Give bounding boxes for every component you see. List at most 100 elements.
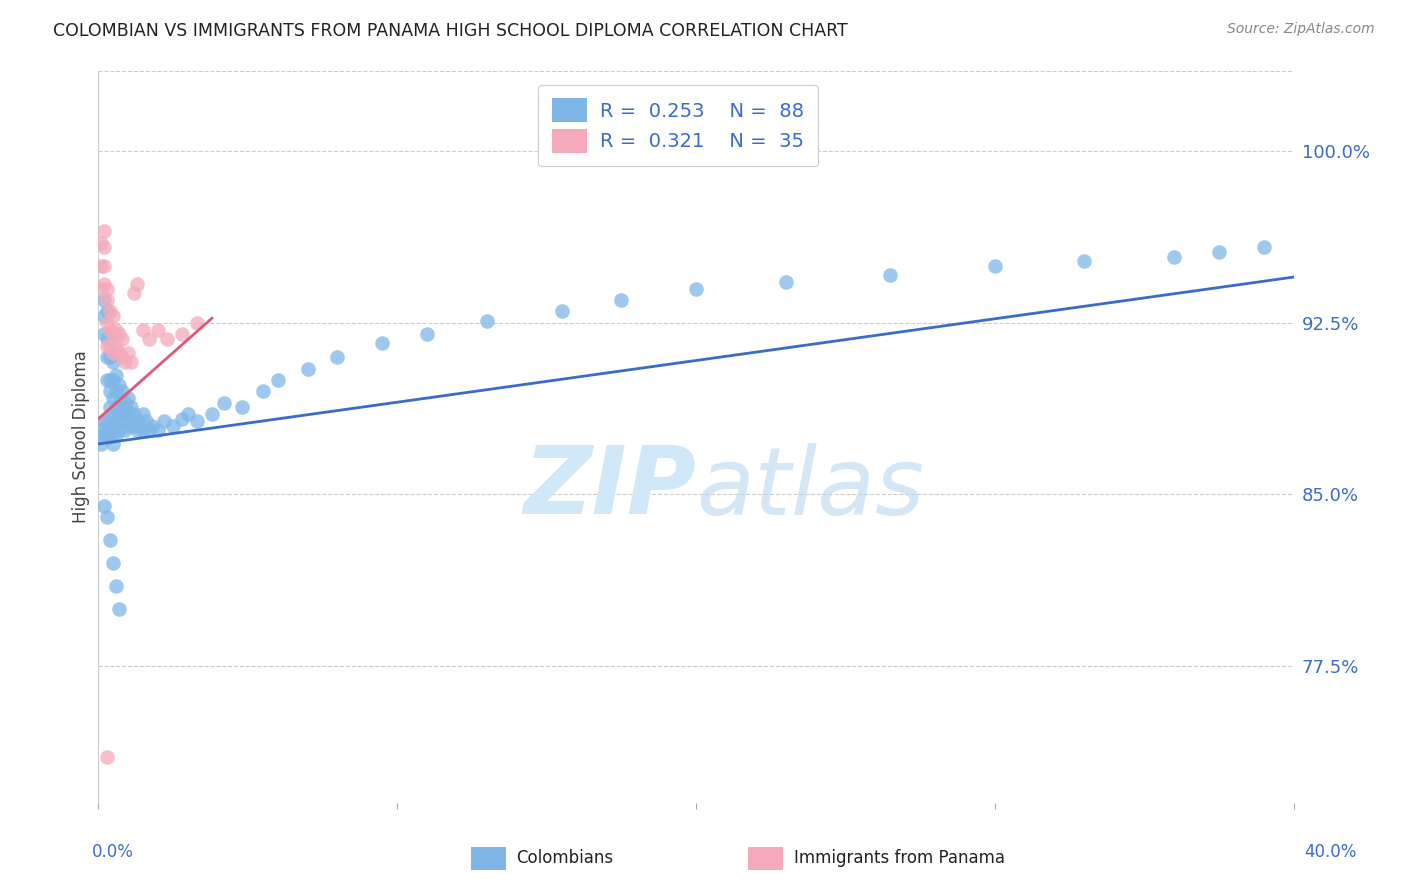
Y-axis label: High School Diploma: High School Diploma: [72, 351, 90, 524]
Point: [103, 345, 125, 359]
Point: [103, 391, 125, 405]
Point: [96, 316, 118, 330]
Point: [114, 423, 136, 437]
Point: [120, 411, 142, 425]
Point: [105, 414, 128, 428]
Text: Immigrants from Panama: Immigrants from Panama: [794, 849, 1005, 867]
Point: [105, 338, 128, 352]
Point: [90, 235, 112, 250]
Point: [96, 293, 118, 307]
Point: [148, 323, 170, 337]
Point: [105, 368, 128, 383]
Point: [98, 304, 122, 318]
Point: [879, 268, 901, 282]
Point: [103, 556, 125, 570]
Point: [98, 533, 122, 547]
Point: [114, 407, 136, 421]
Point: [117, 418, 139, 433]
Point: [98, 373, 122, 387]
Point: [96, 510, 118, 524]
Point: [138, 423, 160, 437]
Point: [108, 345, 131, 359]
Text: COLOMBIAN VS IMMIGRANTS FROM PANAMA HIGH SCHOOL DIPLOMA CORRELATION CHART: COLOMBIAN VS IMMIGRANTS FROM PANAMA HIGH…: [53, 22, 848, 40]
Point: [96, 332, 118, 346]
Point: [162, 418, 184, 433]
Point: [416, 327, 439, 342]
Point: [114, 354, 136, 368]
Point: [127, 414, 149, 428]
Text: 0.0%: 0.0%: [91, 843, 134, 861]
Point: [550, 304, 572, 318]
Point: [267, 373, 290, 387]
Point: [96, 750, 118, 764]
Point: [610, 293, 633, 307]
Point: [90, 259, 112, 273]
Point: [93, 240, 115, 254]
Text: atlas: atlas: [696, 442, 924, 533]
Point: [93, 309, 115, 323]
Point: [98, 323, 122, 337]
Point: [103, 373, 125, 387]
Point: [90, 437, 112, 451]
Point: [475, 313, 498, 327]
Point: [108, 377, 131, 392]
Point: [105, 401, 128, 415]
Point: [117, 345, 139, 359]
Point: [127, 423, 149, 437]
Point: [1253, 240, 1275, 254]
Point: [105, 579, 128, 593]
Point: [1208, 244, 1230, 259]
Point: [326, 350, 349, 364]
Point: [90, 430, 112, 444]
Point: [685, 281, 707, 295]
Point: [105, 427, 128, 442]
Point: [120, 401, 142, 415]
Point: [98, 430, 122, 444]
Point: [98, 384, 122, 399]
Point: [132, 407, 155, 421]
Point: [93, 499, 115, 513]
Point: [105, 384, 128, 399]
Point: [108, 423, 131, 437]
Point: [132, 423, 155, 437]
Point: [103, 423, 125, 437]
Point: [93, 293, 115, 307]
Point: [984, 259, 1007, 273]
Text: Source: ZipAtlas.com: Source: ZipAtlas.com: [1227, 22, 1375, 37]
Text: 40.0%: 40.0%: [1305, 843, 1357, 861]
Point: [117, 405, 139, 419]
Point: [108, 601, 131, 615]
Point: [124, 407, 146, 421]
Point: [1163, 250, 1185, 264]
Point: [103, 354, 125, 368]
Point: [98, 338, 122, 352]
Point: [186, 414, 208, 428]
Point: [138, 332, 160, 346]
Point: [98, 401, 122, 415]
Point: [201, 407, 224, 421]
Point: [108, 407, 131, 421]
Text: Colombians: Colombians: [516, 849, 613, 867]
Point: [212, 396, 235, 410]
Point: [111, 332, 134, 346]
Point: [127, 277, 149, 291]
Point: [93, 327, 115, 342]
Point: [172, 411, 194, 425]
Point: [93, 425, 115, 440]
Point: [153, 414, 176, 428]
Point: [98, 350, 122, 364]
Point: [172, 327, 194, 342]
Point: [117, 391, 139, 405]
Point: [96, 414, 118, 428]
Point: [96, 281, 118, 295]
Point: [96, 373, 118, 387]
Point: [124, 286, 146, 301]
Point: [105, 323, 128, 337]
Point: [297, 361, 319, 376]
Point: [1073, 254, 1095, 268]
Point: [135, 414, 157, 428]
Point: [111, 414, 134, 428]
Point: [93, 414, 115, 428]
Point: [186, 316, 208, 330]
Point: [141, 418, 163, 433]
